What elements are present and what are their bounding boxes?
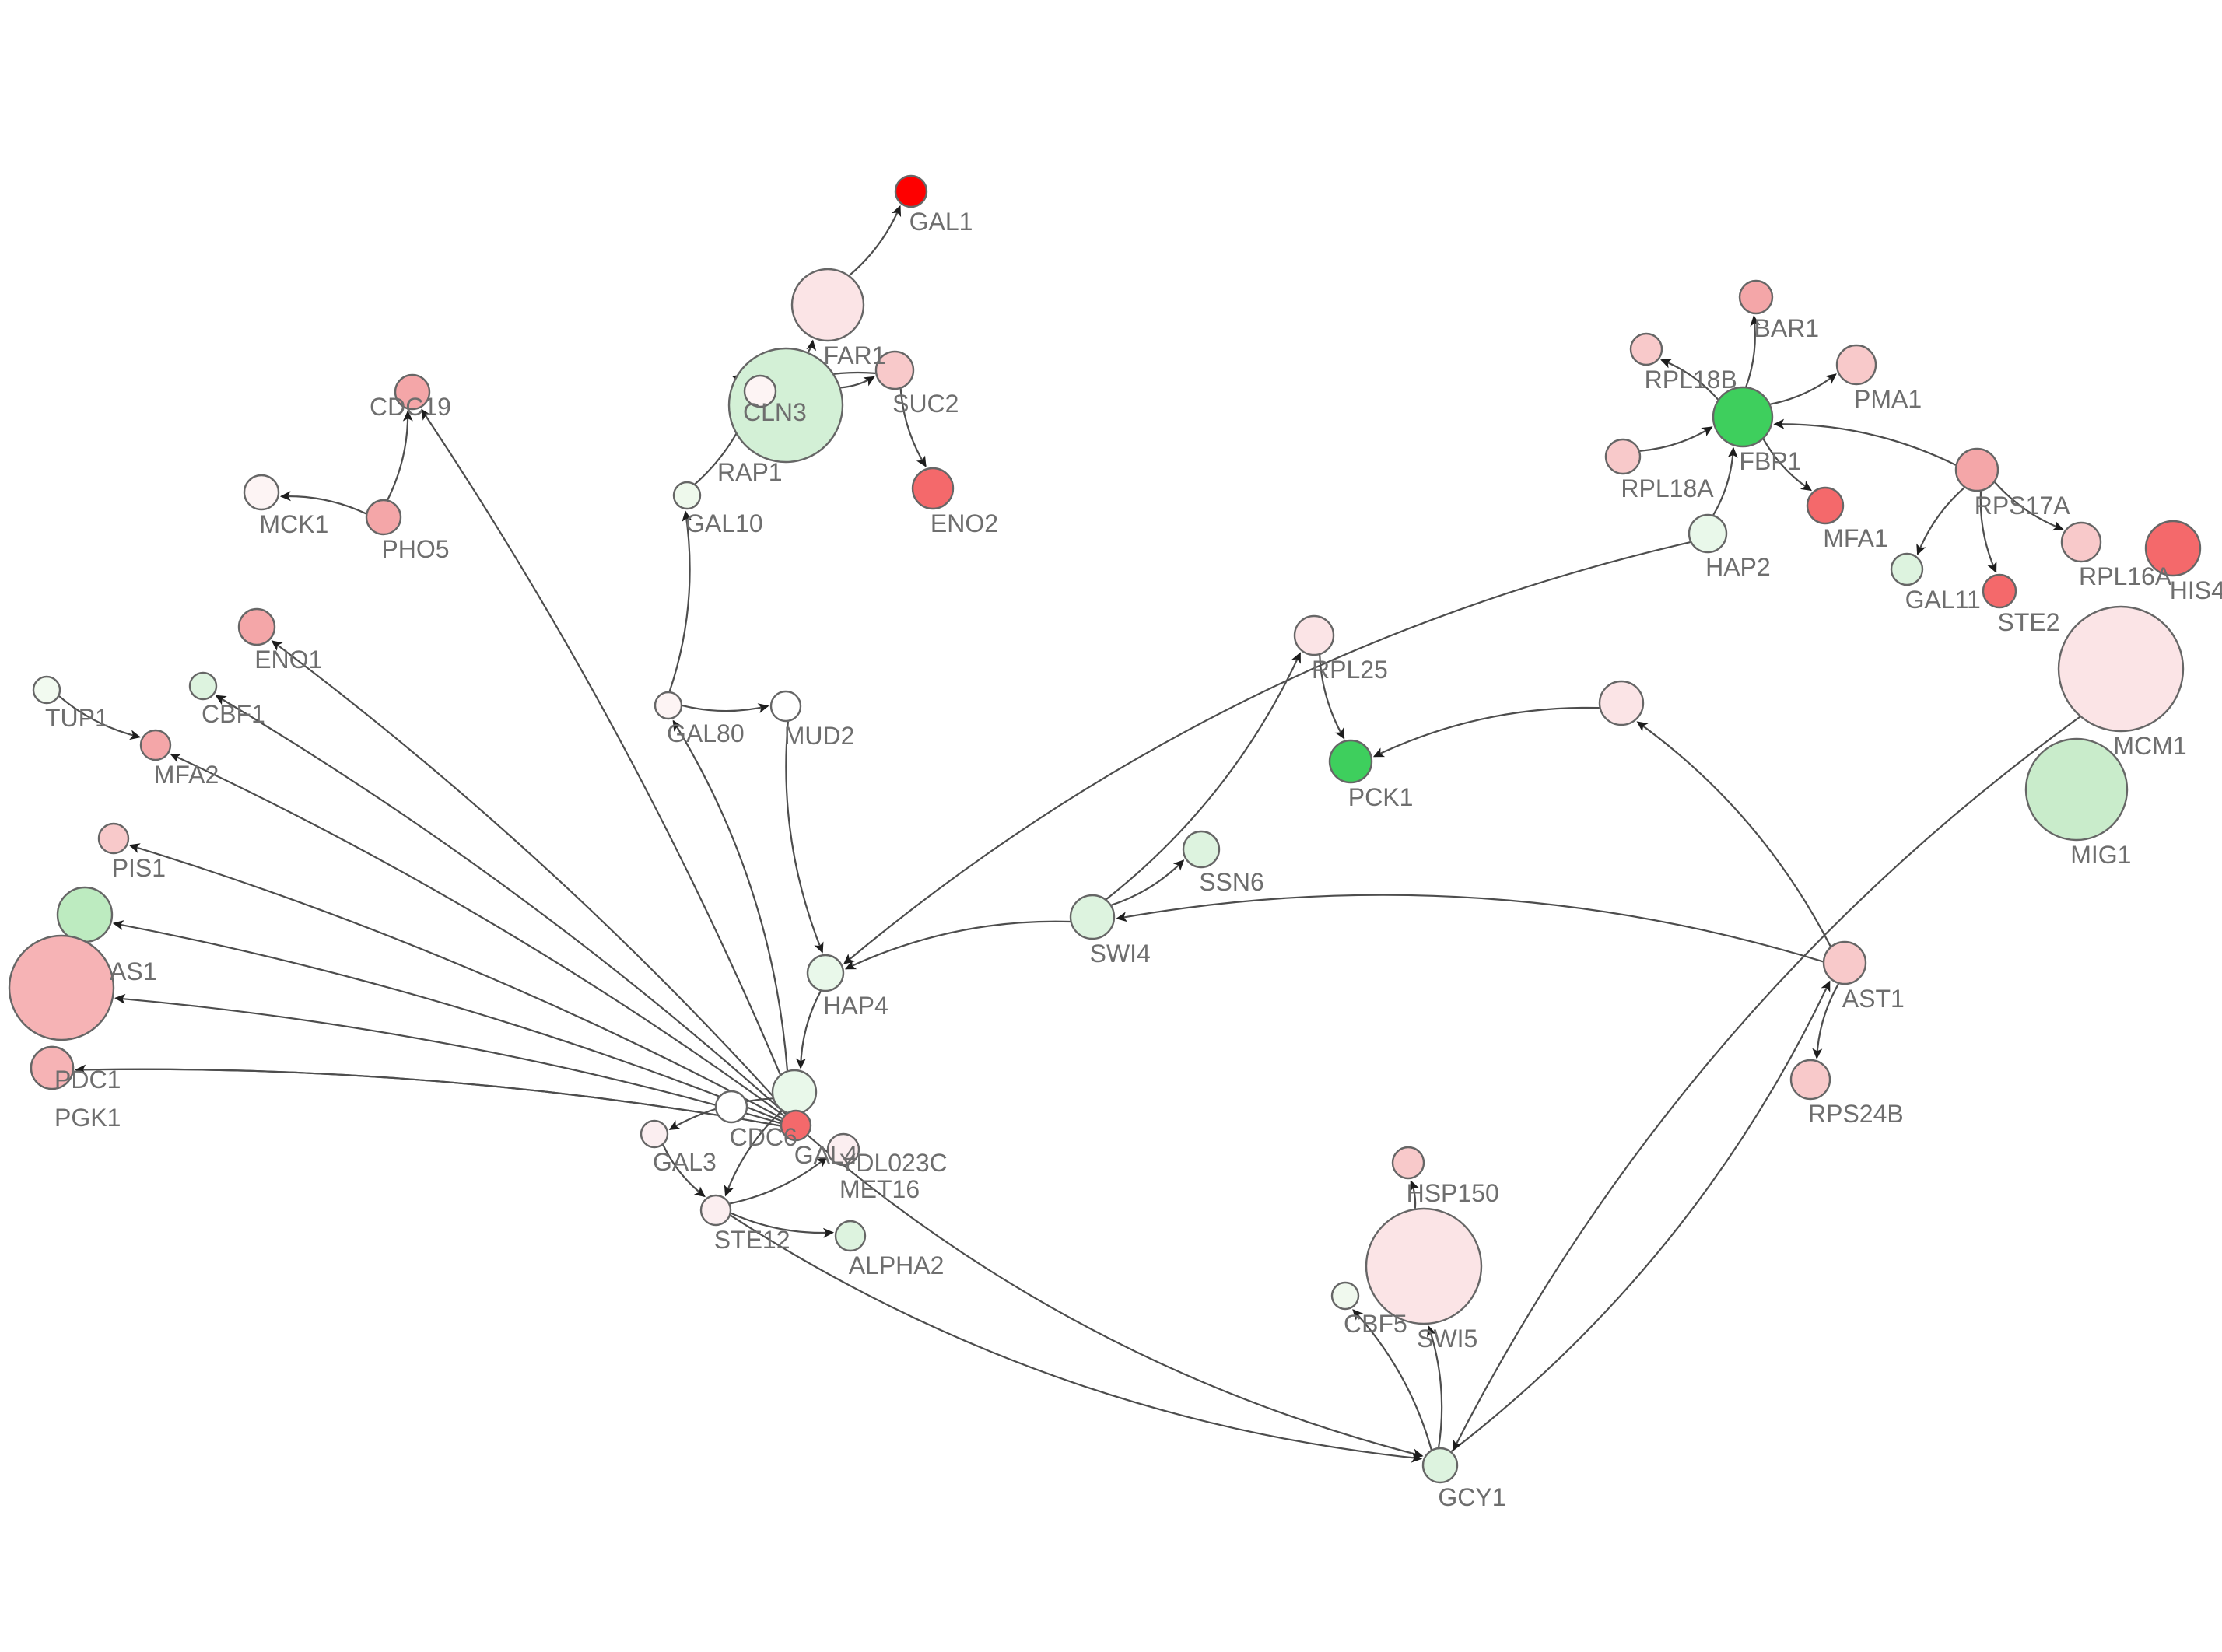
- svg-text:GAL3: GAL3: [653, 1148, 717, 1176]
- svg-text:BAR1: BAR1: [1754, 314, 1820, 342]
- svg-text:ENO2: ENO2: [931, 509, 998, 537]
- svg-text:PMA1: PMA1: [1854, 385, 1922, 413]
- svg-text:RPL18A: RPL18A: [1621, 474, 1714, 502]
- svg-text:MIG1: MIG1: [2070, 841, 2131, 869]
- svg-text:MUD2: MUD2: [784, 722, 855, 750]
- svg-text:SWI5: SWI5: [1417, 1325, 1477, 1353]
- svg-text:ENO1: ENO1: [254, 646, 322, 674]
- svg-text:AS1: AS1: [110, 957, 156, 985]
- svg-text:RPL25: RPL25: [1312, 656, 1388, 684]
- svg-text:MFA2: MFA2: [154, 761, 219, 789]
- svg-text:HAP4: HAP4: [823, 992, 888, 1020]
- svg-text:HAP2: HAP2: [1705, 553, 1771, 581]
- svg-text:MET16: MET16: [839, 1175, 920, 1203]
- svg-text:CDC6: CDC6: [730, 1123, 797, 1151]
- svg-text:HIS4: HIS4: [2170, 576, 2222, 604]
- svg-text:STE2: STE2: [1998, 608, 2060, 636]
- svg-text:MCM1: MCM1: [2113, 732, 2186, 760]
- svg-text:PCK1: PCK1: [1348, 783, 1414, 811]
- svg-text:PHO5: PHO5: [381, 535, 449, 563]
- svg-text:RPL16A: RPL16A: [2079, 562, 2172, 590]
- svg-text:SSN6: SSN6: [1199, 868, 1264, 896]
- svg-text:GAL11: GAL11: [1905, 586, 1981, 614]
- svg-text:MFA1: MFA1: [1823, 524, 1888, 552]
- svg-text:GCY1: GCY1: [1438, 1483, 1505, 1511]
- svg-text:HSP150: HSP150: [1407, 1179, 1499, 1207]
- svg-text:TUP1: TUP1: [45, 704, 109, 732]
- svg-text:FBP1: FBP1: [1739, 447, 1801, 475]
- svg-text:STE12: STE12: [714, 1226, 790, 1254]
- svg-text:CLN3: CLN3: [743, 398, 807, 426]
- svg-text:FAR1: FAR1: [824, 341, 886, 369]
- svg-text:SWI4: SWI4: [1090, 940, 1151, 968]
- svg-text:CBF5: CBF5: [1344, 1310, 1407, 1338]
- svg-text:YDL023C: YDL023C: [839, 1149, 948, 1177]
- svg-text:GAL80: GAL80: [667, 719, 745, 747]
- svg-text:GAL1: GAL1: [909, 208, 973, 236]
- svg-text:GAL10: GAL10: [685, 509, 763, 537]
- svg-text:CBF1: CBF1: [202, 700, 265, 728]
- svg-text:RPL18B: RPL18B: [1645, 366, 1737, 394]
- svg-text:CDC19: CDC19: [370, 393, 451, 421]
- svg-text:PGK1: PGK1: [54, 1104, 121, 1132]
- svg-text:PDC1: PDC1: [54, 1066, 121, 1094]
- svg-text:PIS1: PIS1: [112, 854, 166, 882]
- svg-text:SUC2: SUC2: [892, 390, 959, 418]
- svg-text:AST1: AST1: [1842, 985, 1905, 1013]
- svg-text:RPS17A: RPS17A: [1975, 492, 2070, 520]
- svg-text:RAP1: RAP1: [717, 458, 783, 486]
- svg-text:RPS24B: RPS24B: [1808, 1100, 1904, 1128]
- svg-text:MCK1: MCK1: [259, 510, 328, 538]
- svg-text:ALPHA2: ALPHA2: [849, 1251, 945, 1279]
